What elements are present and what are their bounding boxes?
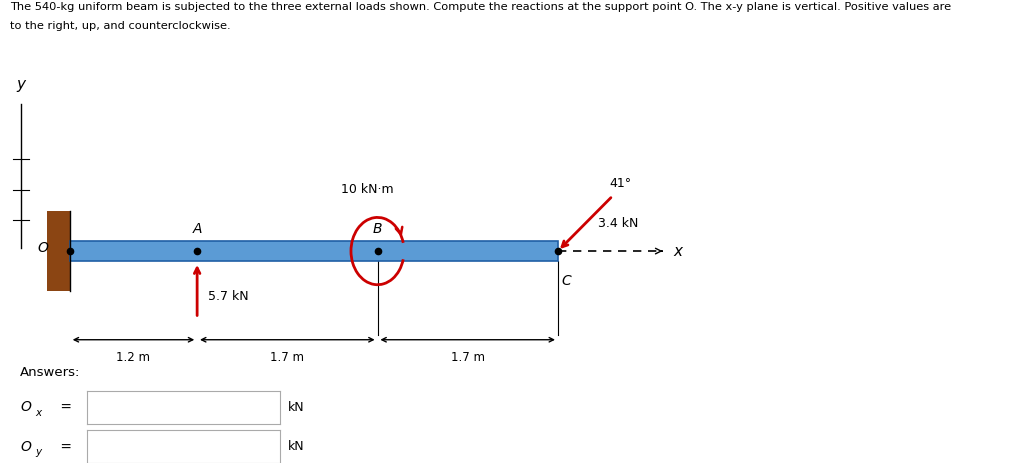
Text: 5.7 kN: 5.7 kN <box>208 290 248 303</box>
Text: O: O <box>20 400 32 414</box>
Text: y: y <box>16 77 25 92</box>
Text: 3.4 kN: 3.4 kN <box>598 217 638 230</box>
Text: y: y <box>36 447 42 457</box>
Text: kN: kN <box>288 401 304 414</box>
Text: kN: kN <box>288 440 304 453</box>
Text: 1.7 m: 1.7 m <box>271 351 304 364</box>
Text: 1.7 m: 1.7 m <box>451 351 485 364</box>
Text: The 540-kg uniform beam is subjected to the three external loads shown. Compute : The 540-kg uniform beam is subjected to … <box>10 2 951 13</box>
Text: to the right, up, and counterclockwise.: to the right, up, and counterclockwise. <box>10 21 231 31</box>
Bar <box>70 241 558 261</box>
Text: =: = <box>56 400 72 414</box>
Text: 1.2 m: 1.2 m <box>116 351 151 364</box>
Text: O: O <box>38 241 49 255</box>
Text: A: A <box>192 222 202 236</box>
Text: B: B <box>373 222 383 236</box>
Text: Answers:: Answers: <box>20 366 80 379</box>
Text: x: x <box>673 244 682 258</box>
Text: C: C <box>561 274 571 288</box>
Text: 41°: 41° <box>610 176 631 189</box>
Text: O: O <box>20 440 32 454</box>
Text: 10 kN·m: 10 kN·m <box>341 183 393 196</box>
Text: =: = <box>56 440 72 454</box>
Bar <box>48 211 70 291</box>
Text: x: x <box>36 408 42 418</box>
